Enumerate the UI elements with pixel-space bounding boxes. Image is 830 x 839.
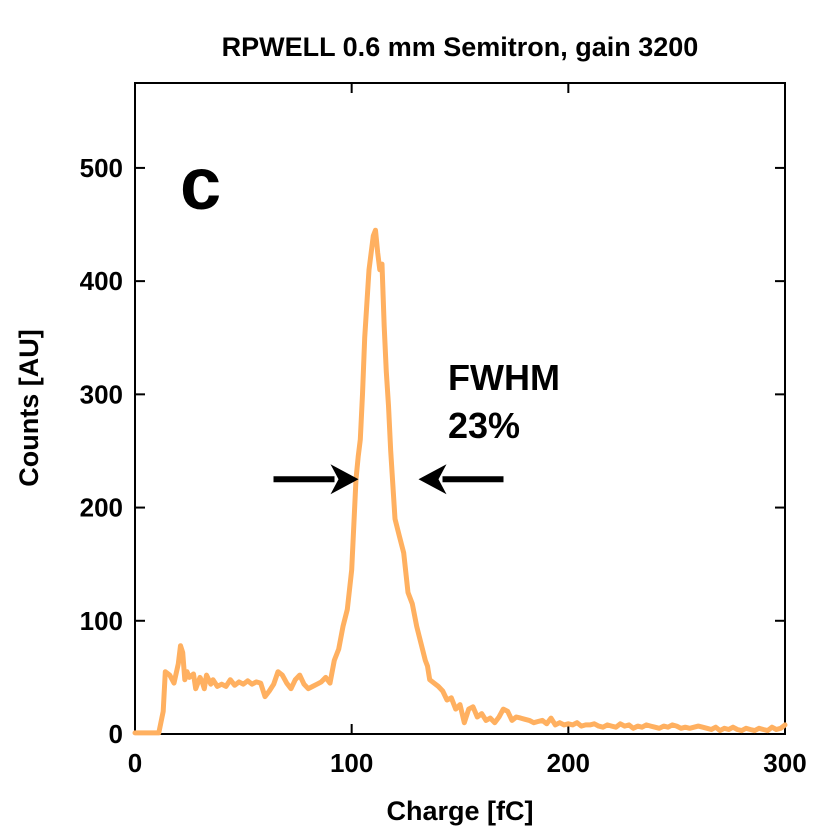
x-tick-label: 200: [547, 748, 590, 778]
y-tick-label: 200: [80, 493, 123, 523]
y-axis-ticks: 0 100 200 300 400 500: [80, 153, 785, 749]
y-tick-label: 300: [80, 379, 123, 409]
y-tick-label: 0: [109, 719, 123, 749]
spectrum-line: [132, 227, 788, 736]
y-tick-label: 500: [80, 153, 123, 183]
x-axis-label: Charge [fC]: [387, 796, 534, 826]
y-tick-label: 100: [80, 606, 123, 636]
fwhm-value: 23%: [448, 405, 520, 446]
chart-title: RPWELL 0.6 mm Semitron, gain 3200: [222, 32, 699, 62]
plot-frame: [134, 82, 786, 735]
x-axis-ticks: 0 100 200 300: [128, 83, 807, 778]
x-tick-label: 100: [330, 748, 373, 778]
fwhm-left-arrow: [273, 464, 359, 495]
y-axis-label: Counts [AU]: [14, 329, 44, 486]
fwhm-left-arrow-head: [330, 464, 359, 495]
fwhm-right-arrow: [418, 464, 504, 495]
x-tick-label: 300: [763, 748, 806, 778]
x-tick-label: 0: [128, 748, 142, 778]
y-tick-label: 400: [80, 266, 123, 296]
panel-label: c: [180, 142, 221, 225]
fwhm-right-arrow-head: [418, 464, 447, 495]
fwhm-label: FWHM: [448, 357, 560, 398]
